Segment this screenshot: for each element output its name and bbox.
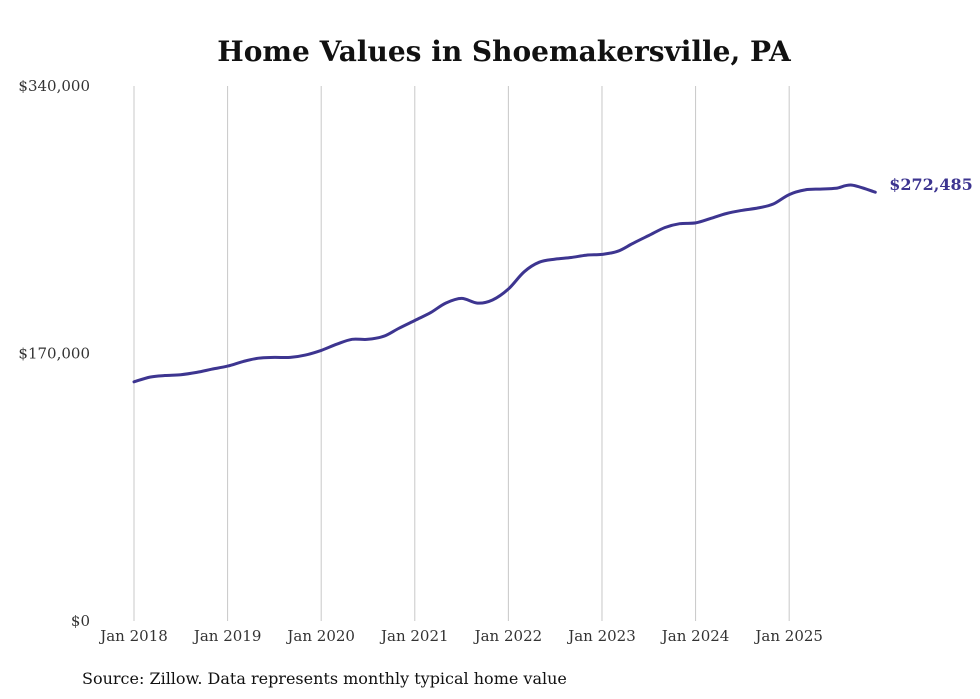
x-tick-label: Jan 2023 — [566, 627, 636, 645]
home-value-line — [132, 183, 877, 384]
x-tick-label: Jan 2019 — [192, 627, 262, 645]
y-tick-label: $170,000 — [18, 345, 90, 363]
chart-title: Home Values in Shoemakersville, PA — [217, 35, 792, 68]
source-note: Source: Zillow. Data represents monthly … — [82, 669, 567, 688]
latest-value-label: $272,485 — [889, 175, 973, 194]
x-tick-label: Jan 2025 — [753, 627, 823, 645]
x-tick-label: Jan 2018 — [98, 627, 168, 645]
gridlines — [133, 86, 790, 621]
y-tick-label: $340,000 — [18, 77, 90, 95]
y-axis-ticks: $0 $170,000 $340,000 — [18, 77, 90, 630]
x-axis-ticks: Jan 2018 Jan 2019 Jan 2020 Jan 2021 Jan 2022… — [98, 627, 823, 645]
x-tick-label: Jan 2020 — [285, 627, 355, 645]
x-tick-label: Jan 2024 — [660, 627, 730, 645]
x-tick-label: Jan 2021 — [379, 627, 449, 645]
x-tick-label: Jan 2022 — [473, 627, 543, 645]
y-tick-label: $0 — [71, 612, 90, 630]
